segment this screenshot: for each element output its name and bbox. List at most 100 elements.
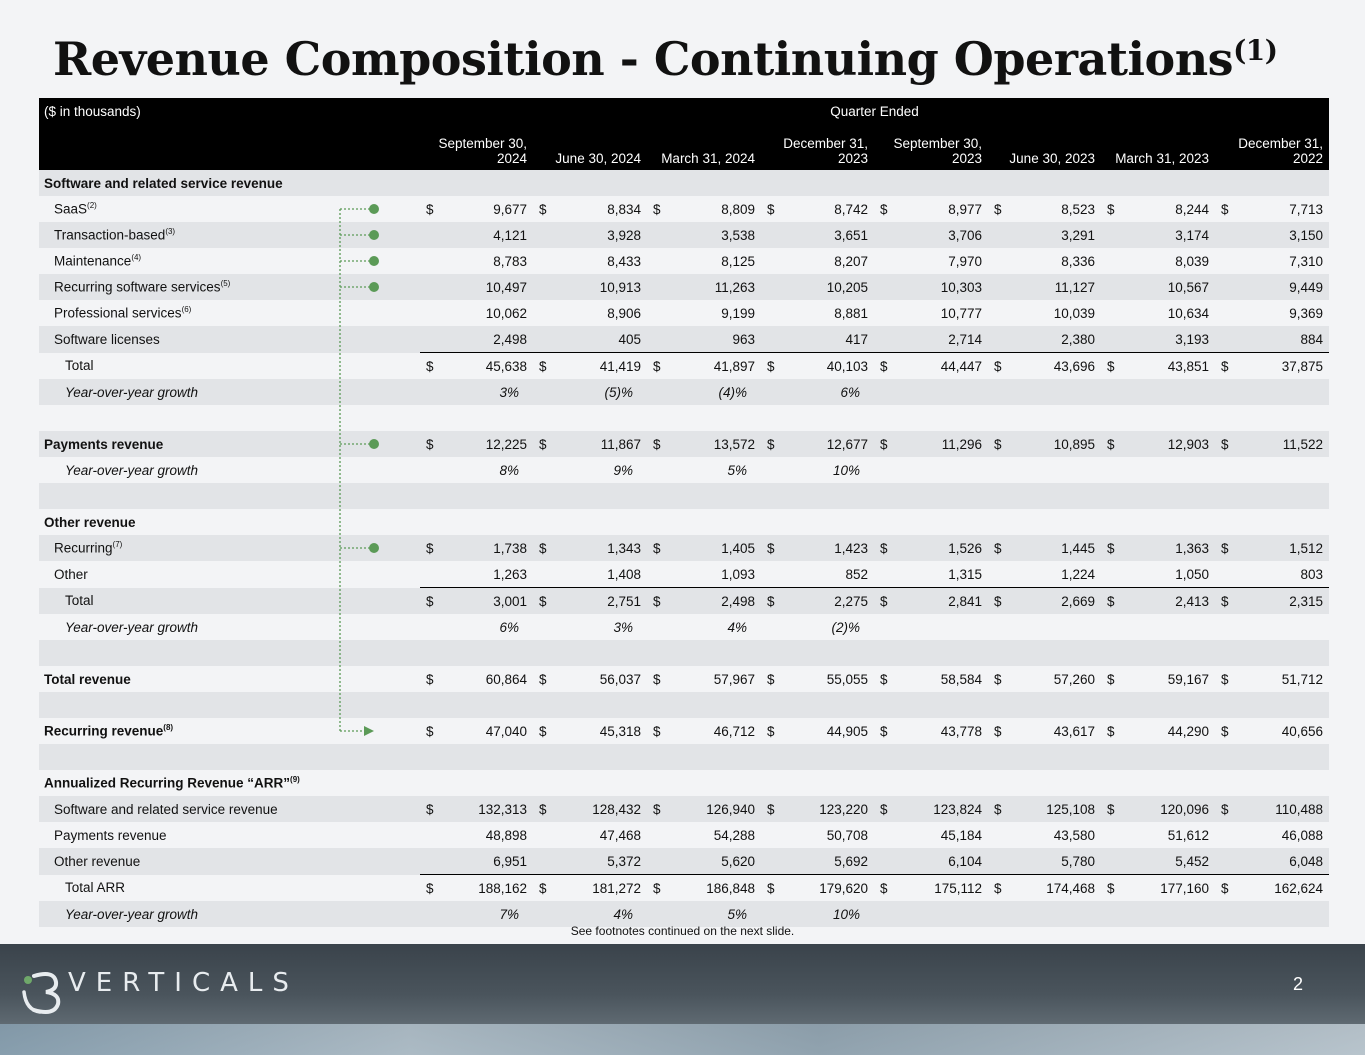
- value-cell: [420, 170, 533, 196]
- value-cell: 10,567: [1101, 274, 1215, 300]
- value-cell: $37,875: [1215, 352, 1330, 379]
- amount-value: 417: [845, 331, 868, 347]
- amount-value: 2,714: [948, 331, 982, 347]
- value-cell: [420, 770, 533, 796]
- dollar-sign: [874, 332, 880, 347]
- value-cell: 6,104: [874, 848, 988, 875]
- amount-value: 2,275: [834, 593, 868, 609]
- value-cell: 3,193: [1101, 326, 1215, 353]
- growth-value: 6%: [499, 619, 519, 635]
- row-label: Transaction-based(3): [39, 222, 420, 248]
- value-cell: 3,706: [874, 222, 988, 248]
- amount-value: 12,225: [485, 436, 527, 452]
- dollar-sign: [1215, 567, 1221, 582]
- dollar-sign: [647, 620, 653, 635]
- row-label: Total: [39, 587, 420, 614]
- value-cell: $43,617: [988, 718, 1101, 744]
- table-header-row-group: ($ in thousands) Quarter Ended: [39, 98, 1330, 124]
- row-label-text: Recurring: [54, 540, 113, 556]
- amount-value: 1,405: [721, 540, 755, 556]
- value-cell: [533, 405, 647, 431]
- table-row: Recurring revenue(8) $47,040 $45,318 $46,71…: [39, 718, 1329, 744]
- amount-value: 3,928: [607, 227, 641, 243]
- value-cell: [647, 640, 761, 666]
- value-cell: 5%: [647, 901, 761, 927]
- value-cell: $57,260: [988, 666, 1101, 692]
- dollar-sign: [533, 854, 539, 869]
- amount-value: 6,951: [493, 853, 527, 869]
- dollar-sign: [420, 620, 426, 635]
- dollar-sign: $: [539, 723, 547, 739]
- value-cell: $55,055: [761, 666, 874, 692]
- dollar-sign: [533, 332, 539, 347]
- value-cell: [1101, 509, 1215, 535]
- dollar-sign: $: [539, 358, 547, 374]
- amount-value: 10,039: [1053, 305, 1095, 321]
- value-cell: [647, 405, 761, 431]
- dollar-sign: $: [653, 801, 661, 817]
- dollar-sign: [420, 332, 426, 347]
- row-label-text: Other revenue: [44, 514, 136, 530]
- dollar-sign: [647, 332, 653, 347]
- page-number: 2: [1292, 974, 1303, 994]
- column-header: March 31, 2024: [647, 124, 761, 170]
- dollar-sign: $: [1107, 358, 1115, 374]
- amount-value: 45,318: [599, 723, 641, 739]
- dollar-sign: $: [653, 540, 661, 556]
- dollar-sign: [420, 385, 426, 400]
- value-cell: [1101, 379, 1215, 405]
- row-label: [39, 640, 420, 666]
- dollar-sign: [647, 254, 653, 269]
- dollar-sign: $: [1221, 436, 1229, 452]
- value-cell: 8,433: [533, 248, 647, 274]
- amount-value: 56,037: [599, 671, 641, 687]
- footnote-ref: (8): [163, 723, 174, 733]
- value-cell: 5,372: [533, 848, 647, 875]
- value-cell: $188,162: [420, 874, 533, 901]
- dollar-sign: $: [1107, 593, 1115, 609]
- value-cell: 4%: [647, 614, 761, 640]
- dollar-sign: $: [426, 436, 434, 452]
- row-label-text: Year-over-year growth: [65, 384, 199, 400]
- amount-value: 1,263: [493, 566, 527, 582]
- value-cell: [533, 640, 647, 666]
- dollar-sign: [761, 620, 767, 635]
- amount-value: 9,199: [721, 305, 755, 321]
- value-cell: $8,977: [874, 196, 988, 222]
- value-cell: 10,634: [1101, 300, 1215, 326]
- value-cell: [420, 483, 533, 509]
- row-label-text: SaaS: [54, 201, 88, 217]
- amount-value: 57,260: [1053, 671, 1095, 687]
- dollar-sign: $: [1221, 880, 1229, 896]
- dollar-sign: $: [1221, 593, 1229, 609]
- value-cell: 10,497: [420, 274, 533, 300]
- table-row: Software licenses 2,498 405 963 417 2,714 2,38…: [39, 326, 1330, 353]
- dollar-sign: $: [1107, 723, 1115, 739]
- value-cell: 9%: [533, 457, 647, 483]
- dollar-sign: [1215, 854, 1221, 869]
- dollar-sign: [647, 306, 653, 321]
- row-label: Professional services(6): [39, 300, 420, 326]
- value-cell: 51,612: [1101, 822, 1215, 848]
- row-label-text: Payments revenue: [44, 436, 164, 452]
- table-body: Software and related service revenue SaaS…: [39, 170, 1330, 927]
- value-cell: $57,967: [647, 666, 761, 692]
- column-header: September 30, 2023: [874, 124, 988, 170]
- dollar-sign: [647, 907, 653, 922]
- value-cell: [874, 692, 988, 718]
- dollar-sign: [647, 567, 653, 582]
- quarter-ended-label: Quarter Ended: [420, 98, 1330, 124]
- value-cell: 11,263: [647, 274, 761, 300]
- table-row: Total ARR $188,162 $181,272 $186,848 $179,62…: [39, 874, 1330, 901]
- row-label: Year-over-year growth: [39, 457, 420, 483]
- value-cell: [988, 457, 1101, 483]
- dollar-sign: $: [426, 593, 434, 609]
- amount-value: 3,174: [1175, 227, 1209, 243]
- dollar-sign: [1101, 280, 1107, 295]
- dollar-sign: [874, 854, 880, 869]
- value-cell: [647, 170, 761, 196]
- amount-value: 186,848: [706, 880, 755, 896]
- dollar-sign: [874, 280, 880, 295]
- value-cell: $8,809: [647, 196, 761, 222]
- row-label-text: Maintenance: [54, 253, 132, 269]
